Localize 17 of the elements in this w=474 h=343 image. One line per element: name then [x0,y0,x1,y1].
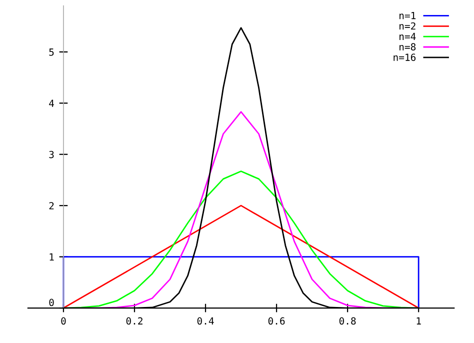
legend-label: n=8 [400,43,416,51]
y-tick-label: 4 [49,100,54,107]
x-tick-label: 0.6 [268,317,285,325]
legend-label: n=16 [394,54,416,61]
legend-label: n=4 [400,32,416,40]
y-tick-label: 1 [50,253,54,261]
x-tick-label: 0.4 [197,317,214,325]
legend-label: n=2 [400,22,416,30]
x-tick-label: 0 [61,317,66,325]
x-tick-label: 0.8 [339,317,356,325]
legend-label: n=1 [400,12,416,20]
y-tick-label: 0 [49,298,54,306]
x-tick-label: 1 [416,317,421,324]
y-tick-label: 3 [49,150,54,158]
x-tick-label: 0.2 [126,317,142,325]
y-tick-label: 2 [49,202,54,210]
y-tick-label: 5 [49,48,54,56]
